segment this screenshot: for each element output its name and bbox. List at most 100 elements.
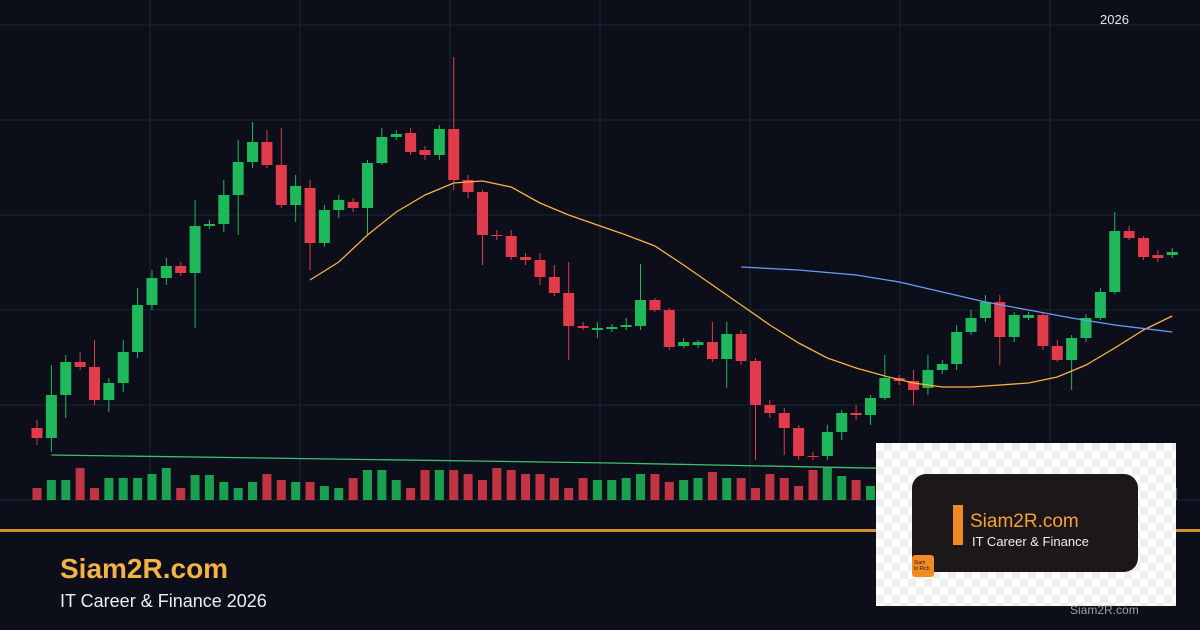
volume-bar <box>334 488 344 500</box>
candle-body <box>922 370 934 388</box>
volume-bar <box>679 480 689 500</box>
candle-body <box>606 327 618 329</box>
volume-bar <box>75 468 85 500</box>
volume-bar <box>765 474 775 500</box>
volume-bar <box>578 478 588 500</box>
candle-body <box>1008 315 1020 337</box>
volume-bar <box>822 468 832 500</box>
volume-bar <box>779 478 789 500</box>
candle-body <box>333 200 345 210</box>
candle-body <box>405 133 417 152</box>
candle-body <box>635 300 647 326</box>
volume-bar <box>348 478 358 500</box>
candle-body <box>534 260 546 277</box>
volume-bar <box>650 474 660 500</box>
volume-bar <box>262 474 272 500</box>
candle-body <box>649 300 661 310</box>
candle-body <box>117 352 129 383</box>
candle-body <box>793 428 805 456</box>
volume-bar <box>363 470 373 500</box>
candle-body <box>563 293 575 326</box>
candle-body <box>994 302 1006 337</box>
candle-body <box>247 142 259 162</box>
candle-body <box>692 342 704 345</box>
volume-bar <box>851 480 861 500</box>
volume-bar <box>305 482 315 500</box>
volume-bar <box>248 482 258 500</box>
candle-body <box>304 188 316 243</box>
volume-bar <box>837 476 847 500</box>
volume-bar <box>32 488 42 500</box>
candle-body <box>88 367 100 400</box>
logo-brand: Siam2R.com <box>970 511 1079 532</box>
candle-body <box>577 326 589 328</box>
volume-bar <box>492 468 502 500</box>
candle-body <box>419 150 431 155</box>
candle-body <box>189 226 201 273</box>
volume-bar <box>233 488 243 500</box>
candle-body <box>103 383 115 400</box>
candle-body <box>706 342 718 359</box>
candle-body <box>318 210 330 243</box>
volume-bar <box>463 474 473 500</box>
volume-bar <box>607 480 617 500</box>
watermark: Siam2R.com <box>1070 603 1139 617</box>
candle-body <box>965 318 977 332</box>
volume-bar <box>204 475 214 500</box>
candle-body <box>620 325 632 327</box>
candle-body <box>807 456 819 457</box>
candle-body <box>1109 231 1121 292</box>
vertical-grid <box>149 0 1051 500</box>
candle-body <box>879 378 891 398</box>
volume-bar <box>794 486 804 500</box>
candle-body <box>936 364 948 370</box>
candle-body <box>448 129 460 180</box>
candle-body <box>132 305 144 352</box>
candle-body <box>520 257 532 260</box>
candle-body <box>31 428 43 438</box>
volume-bar <box>46 480 56 500</box>
volume-bar <box>736 478 746 500</box>
volume-bar <box>535 474 545 500</box>
candle-body <box>1094 292 1106 318</box>
volume-bar <box>176 488 186 500</box>
moving-average <box>741 266 1173 333</box>
volume-bar <box>276 480 286 500</box>
candle-body <box>750 361 761 405</box>
volume-bar <box>865 486 875 500</box>
subtitle: IT Career & Finance 2026 <box>60 591 267 611</box>
candle-body <box>203 224 215 226</box>
candle-body <box>491 235 503 236</box>
volume-bar <box>161 468 171 500</box>
volume-bar <box>147 474 157 500</box>
volume-bar <box>621 478 631 500</box>
candle-body <box>146 278 158 305</box>
logo-card <box>912 474 1138 572</box>
candle-body <box>160 266 172 278</box>
volume-bar <box>190 475 200 500</box>
volume-bar <box>219 482 229 500</box>
volume-bar <box>521 474 531 500</box>
corner-label: 2026 <box>1100 12 1129 27</box>
icon-text: to Rich <box>914 566 930 572</box>
candle-body <box>1080 318 1092 338</box>
candle-body <box>908 381 920 390</box>
logo-tagline: IT Career & Finance <box>972 534 1089 549</box>
candle-body <box>1066 338 1078 360</box>
volume-bar <box>549 478 559 500</box>
candle-body <box>175 266 187 273</box>
volume-bar <box>406 488 416 500</box>
candle-body <box>548 277 560 293</box>
title: Siam2R.com <box>60 553 228 584</box>
candle-body <box>74 362 86 367</box>
logo-icon: Siam to Rich <box>912 555 934 577</box>
candle-body <box>1152 255 1164 258</box>
volume-bar <box>564 488 574 500</box>
volume-bar <box>664 482 674 500</box>
volume-bar <box>477 480 487 500</box>
volume-bar <box>291 482 301 500</box>
icon-text: Siam <box>914 560 926 566</box>
volume-bar <box>89 488 99 500</box>
